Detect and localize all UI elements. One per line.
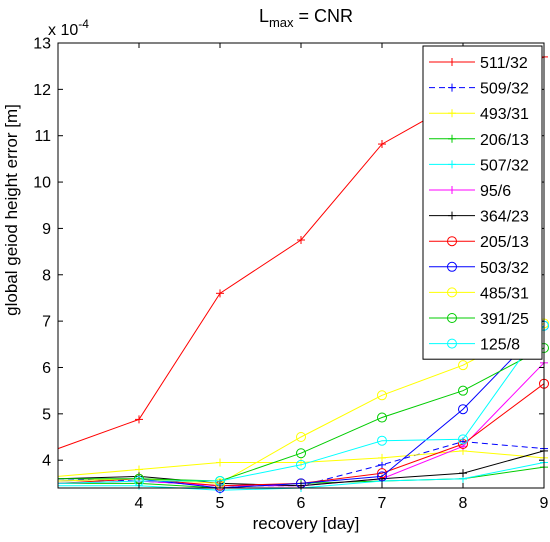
legend-label: 511/32 <box>480 55 528 72</box>
legend-marker <box>448 83 456 92</box>
data-point <box>377 471 387 482</box>
y-tick-label: 6 <box>42 360 51 377</box>
data-point <box>458 360 468 371</box>
data-point <box>458 434 468 445</box>
x-tick-label: 8 <box>459 495 468 512</box>
legend-item: 511/32 <box>429 55 528 72</box>
legend-label: 95/6 <box>480 183 511 200</box>
y-tick-label: 12 <box>33 82 51 99</box>
legend-item: 391/25 <box>429 311 529 328</box>
data-point <box>377 390 387 401</box>
y-tick-label: 8 <box>42 267 51 284</box>
axes-layer: 4 5 6 7 8 9 4 5 6 7 8 9 10 11 12 13 <box>33 36 548 513</box>
y-tick-label: 7 <box>42 314 51 331</box>
series-line <box>57 325 545 484</box>
svg-text:x 10-4: x 10-4 <box>48 17 89 39</box>
legend-label: 485/31 <box>480 285 529 302</box>
legend-item: 125/8 <box>429 337 520 354</box>
legend-item: 95/6 <box>429 183 511 200</box>
legend-label: 364/23 <box>480 209 529 226</box>
x-tick-label: 4 <box>135 495 144 512</box>
legend-label: 205/13 <box>480 234 529 251</box>
data-point <box>377 435 387 446</box>
y-tick-label: 13 <box>33 36 51 53</box>
legend-item: 206/13 <box>429 132 529 149</box>
legend-label: 206/13 <box>480 132 529 149</box>
legend-marker <box>448 58 456 66</box>
legend-marker <box>447 313 457 323</box>
title-rest: = CNR <box>294 6 354 26</box>
title-sub: max <box>269 15 294 30</box>
legend-label: 507/32 <box>480 157 529 174</box>
data-point <box>296 432 306 443</box>
legend-marker <box>448 109 456 118</box>
data-point <box>135 465 143 474</box>
legend-label: 391/25 <box>480 311 529 328</box>
legend-label: 503/32 <box>480 260 529 277</box>
data-point <box>296 459 306 470</box>
y-tick-label: 11 <box>34 128 51 145</box>
legend: 511/32 509/32 493/31 206/13 507/32 95/6 364/23… <box>422 45 543 360</box>
x-tick-label: 6 <box>297 495 306 512</box>
legend-label: 125/8 <box>480 337 520 354</box>
x-axis-label: recovery [day] <box>253 514 360 533</box>
svg-text:Lmax = CNR: Lmax = CNR <box>259 6 353 30</box>
y-tick-label: 10 <box>33 175 51 192</box>
y-tick-label: 4 <box>42 453 51 470</box>
legend-item: 205/13 <box>429 234 529 251</box>
data-point <box>135 415 143 424</box>
legend-label: 493/31 <box>480 106 529 123</box>
legend-item: 507/32 <box>429 157 529 174</box>
y-tick-label: 5 <box>42 406 51 423</box>
data-point <box>378 460 386 469</box>
series-line <box>58 347 545 482</box>
legend-label: 509/32 <box>480 81 529 98</box>
legend-item: 503/32 <box>429 260 529 277</box>
exponent-power: -4 <box>78 17 89 31</box>
legend-marker <box>448 134 456 143</box>
legend-marker <box>448 211 456 220</box>
data-point <box>378 140 386 149</box>
legend-marker <box>448 186 456 194</box>
legend-item: 485/31 <box>429 285 529 302</box>
legend-item: 509/32 <box>429 81 529 98</box>
data-point <box>296 448 306 459</box>
exponent-base: x 10 <box>48 22 78 39</box>
legend-item: 364/23 <box>429 209 529 226</box>
x-tick-label: 9 <box>540 495 549 512</box>
legend-box <box>422 45 543 360</box>
y-tick-label: 9 <box>42 221 51 238</box>
legend-marker <box>447 287 457 298</box>
data-point <box>297 236 305 245</box>
legend-marker <box>447 261 457 272</box>
legend-marker <box>448 160 456 169</box>
x-tick-label: 5 <box>216 495 225 512</box>
x-tick-label: 7 <box>378 495 387 512</box>
chart-title: Lmax = CNR <box>259 6 353 30</box>
legend-marker <box>447 338 457 349</box>
data-point <box>458 385 468 396</box>
legend-item: 493/31 <box>429 106 529 123</box>
y-axis-label: global geiod height error [m] <box>2 104 21 316</box>
data-point <box>377 412 387 423</box>
data-point <box>216 458 224 467</box>
data-point <box>459 469 467 478</box>
data-point <box>378 453 386 462</box>
legend-marker <box>447 236 457 247</box>
series-3 <box>57 446 548 477</box>
y-exponent: x 10-4 <box>48 17 89 39</box>
data-point <box>216 289 224 298</box>
data-point <box>458 404 468 415</box>
title-main: L <box>259 6 269 26</box>
